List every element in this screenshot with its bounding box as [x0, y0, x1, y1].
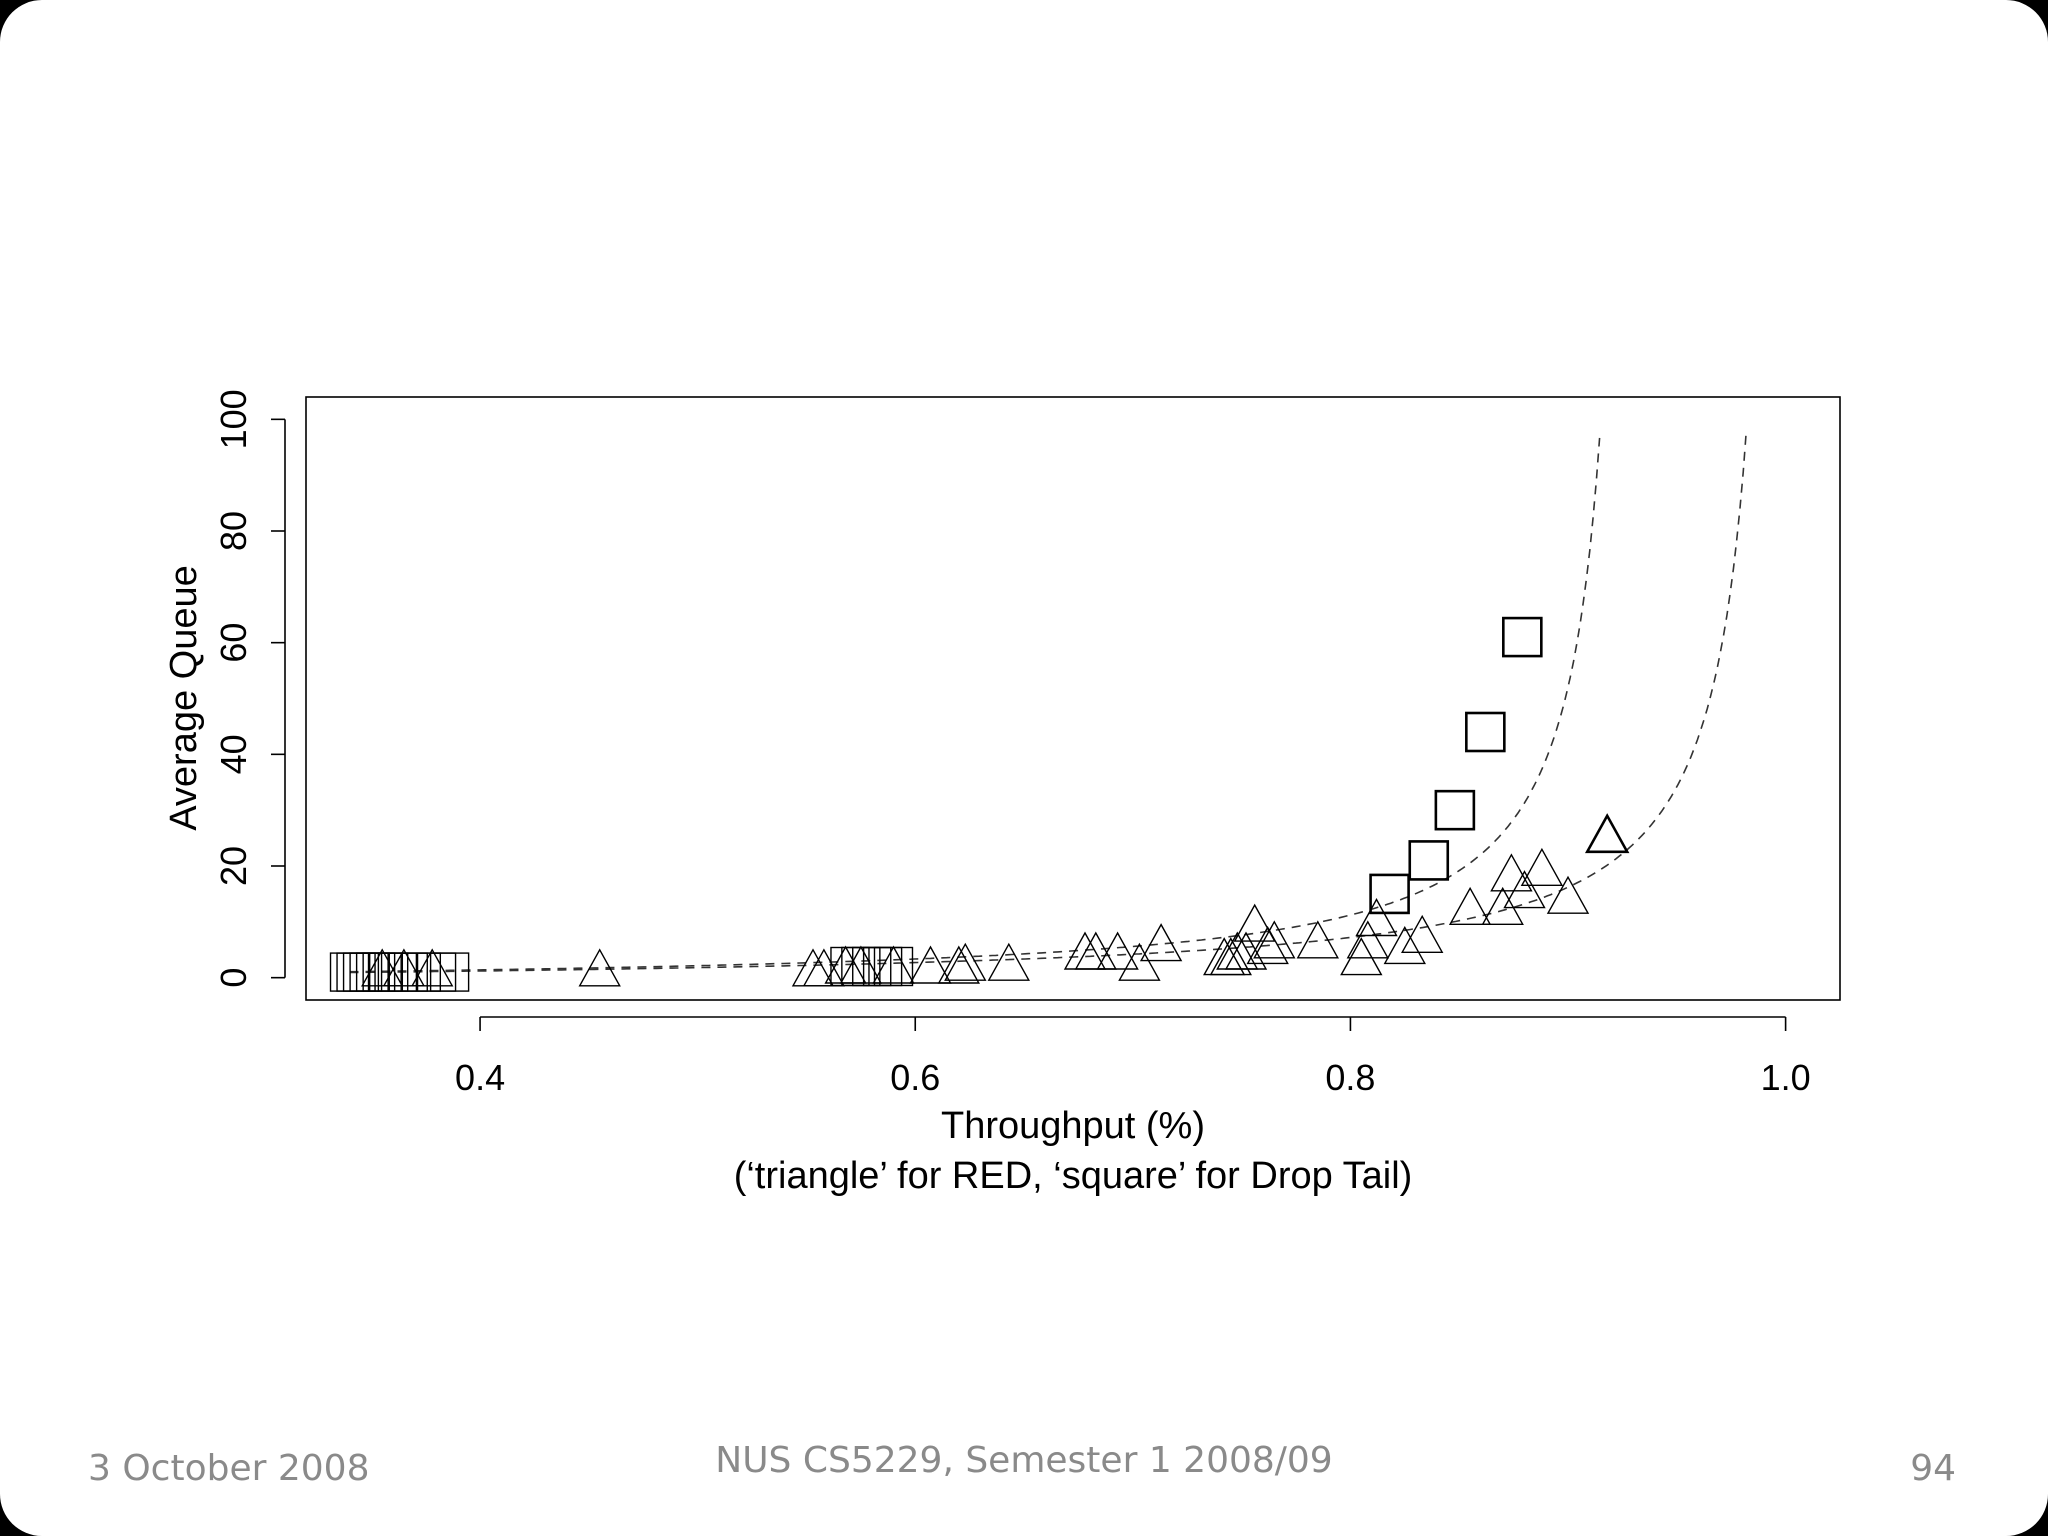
x-tick-label: 0.8 — [1325, 1057, 1375, 1098]
y-tick-label: 20 — [213, 846, 254, 886]
footer-course: NUS CS5229, Semester 1 2008/09 — [715, 1440, 1333, 1481]
red-triangle-marker — [1296, 920, 1339, 959]
data-markers — [329, 616, 1630, 992]
red-triangle-marker — [839, 945, 883, 984]
red-triangle-marker — [872, 945, 915, 984]
red-triangle-marker — [1490, 853, 1533, 892]
red-triangle-marker — [1096, 931, 1139, 970]
fit-curves — [349, 429, 1748, 974]
footer-date: 3 October 2008 — [88, 1448, 370, 1489]
x-tick-label: 1.0 — [1761, 1057, 1811, 1098]
red-triangle-marker — [1209, 937, 1252, 976]
y-tick-label: 0 — [213, 968, 254, 988]
red-triangle-marker — [1233, 903, 1276, 942]
red-triangle-marker — [1224, 931, 1268, 970]
x-axis-label: Throughput (%) — [941, 1105, 1205, 1147]
drop-tail-square-marker — [1465, 711, 1506, 753]
y-tick-label: 100 — [213, 389, 254, 449]
red-triangle-marker — [987, 942, 1030, 981]
red-triangle-marker — [1503, 870, 1546, 909]
fit-curve — [349, 429, 1748, 974]
y-axis-label: Average Queue — [163, 565, 205, 831]
red-triangle-marker — [411, 948, 454, 987]
drop-tail-square-marker — [429, 952, 470, 992]
red-triangle-marker — [1139, 923, 1183, 962]
red-triangle-marker — [1253, 920, 1296, 959]
red-triangle-marker — [944, 942, 987, 981]
drop-tail-square-marker — [1408, 840, 1450, 881]
red-triangle-marker — [1246, 925, 1289, 965]
red-triangle-marker — [361, 948, 404, 987]
drop-tail-square-marker — [1502, 616, 1543, 658]
x-tick-label: 0.4 — [455, 1057, 505, 1098]
red-triangle-marker — [1346, 920, 1389, 959]
red-triangle-marker — [1401, 914, 1444, 953]
red-triangle-marker — [1448, 886, 1492, 925]
drop-tail-square-marker — [1434, 789, 1476, 831]
red-triangle-marker — [578, 948, 621, 987]
red-triangle-marker — [1546, 875, 1590, 914]
fit-curve — [349, 437, 1601, 973]
red-triangle-marker — [1520, 847, 1564, 886]
red-triangle-marker — [1584, 813, 1630, 854]
red-triangle-marker — [1074, 931, 1117, 970]
red-triangle-marker — [909, 945, 952, 984]
drop-tail-square-marker — [1369, 873, 1410, 915]
red-triangle-marker — [1118, 942, 1161, 981]
plot-area-frame — [305, 396, 1841, 1001]
axes: 0.4 0.6 0.8 1.0 0 20 40 60 80 100 — [213, 389, 1811, 1098]
y-tick-label: 40 — [213, 734, 254, 774]
x-tick-label: 0.6 — [890, 1057, 940, 1098]
red-triangle-marker — [1340, 937, 1383, 976]
red-triangle-marker — [937, 945, 980, 984]
red-triangle-marker — [1383, 925, 1426, 965]
x-axis-sublabel: (‘triangle’ for RED, ‘square’ for Drop T… — [734, 1155, 1413, 1197]
red-triangle-marker — [1481, 886, 1524, 925]
page-number: 94 — [1910, 1448, 1956, 1489]
y-tick-label: 60 — [213, 623, 254, 663]
y-tick-label: 80 — [213, 511, 254, 551]
red-triangle-marker — [382, 948, 426, 987]
red-triangle-marker — [1355, 898, 1398, 937]
